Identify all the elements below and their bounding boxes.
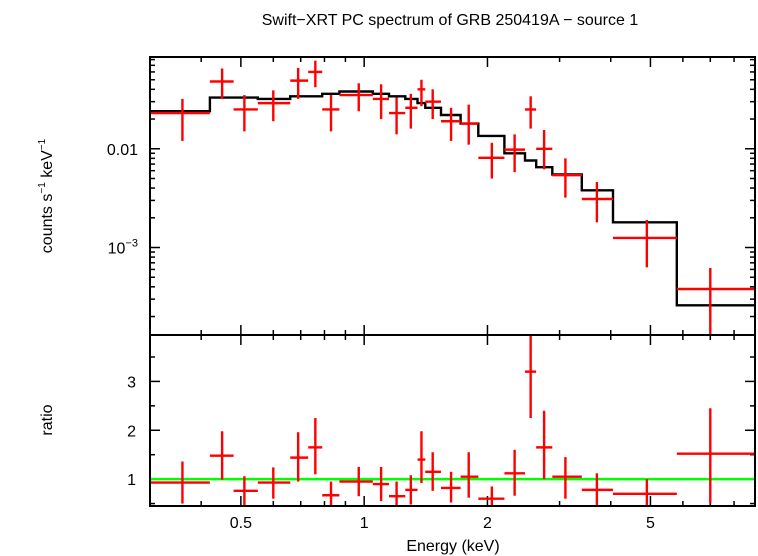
data-point: [150, 98, 210, 141]
ratio-point: [405, 475, 418, 505]
y-tick-label: 3: [127, 374, 136, 391]
data-point: [478, 142, 505, 179]
data-point: [308, 60, 323, 88]
ratio-y-axis-label: ratio: [39, 404, 56, 435]
spectrum-data-points: [150, 60, 755, 335]
x-axis-label: Energy (keV): [406, 538, 499, 555]
y-tick-label: 2: [127, 423, 136, 440]
spectrum-y-axis-label: counts s−1 keV−1: [37, 138, 56, 253]
data-point: [612, 219, 677, 268]
x-tick-label: 2: [483, 515, 492, 532]
x-tick-label: 0.5: [230, 515, 252, 532]
data-point: [233, 95, 258, 132]
ratio-point: [552, 457, 582, 499]
data-point: [425, 89, 441, 120]
ratio-y-tick-labels: 1 2 3: [127, 374, 136, 489]
x-tick-label: 5: [646, 515, 655, 532]
data-point: [460, 104, 479, 145]
y-tick-label: 1: [127, 472, 136, 489]
ratio-ticks: [149, 335, 756, 506]
y-tick-label-exponent: −3: [125, 238, 138, 250]
data-point: [339, 83, 373, 112]
ratio-point: [233, 476, 258, 506]
ratio-point: [478, 486, 505, 506]
ratio-point: [581, 473, 613, 506]
data-point: [417, 79, 426, 107]
ratio-point: [308, 418, 323, 475]
ratio-point: [460, 452, 479, 498]
data-point: [504, 134, 526, 173]
ratio-point: [290, 432, 309, 482]
model-step-line: [150, 90, 755, 307]
chart-title: Swift−XRT PC spectrum of GRB 250419A − s…: [262, 12, 639, 29]
data-point: [405, 93, 418, 129]
spectrum-y-tick-labels: 0.01 10−3: [107, 142, 138, 258]
ratio-data-points: [150, 335, 755, 506]
y-tick-label-base: 0.01: [107, 142, 138, 159]
ratio-point: [209, 431, 234, 480]
ratio-point: [676, 408, 755, 504]
ratio-point: [150, 461, 210, 504]
ratio-point: [425, 452, 441, 491]
ratio-point: [257, 467, 291, 499]
x-tick-label: 1: [360, 515, 369, 532]
ratio-point: [417, 431, 426, 484]
data-point: [209, 68, 234, 99]
data-point: [676, 268, 755, 335]
ratio-panel: 1 2 3 0.5 1 2 5: [127, 334, 756, 532]
ratio-point: [536, 410, 553, 480]
data-point: [257, 90, 291, 122]
y-tick-label-base: 10: [108, 241, 126, 258]
data-point: [290, 67, 309, 99]
spectrum-panel: 0.01 10−3: [107, 56, 756, 336]
ratio-point: [504, 449, 526, 496]
ratio-point: [372, 466, 390, 502]
data-point: [525, 96, 537, 129]
data-point: [372, 84, 390, 120]
data-point: [322, 95, 340, 132]
ratio-point: [339, 466, 373, 497]
ratio-frame: [149, 334, 756, 507]
data-point: [581, 182, 613, 223]
ratio-point: [612, 479, 677, 506]
ratio-point: [525, 335, 537, 419]
ratio-x-tick-labels: 0.5 1 2 5: [230, 515, 655, 532]
data-point: [552, 158, 582, 198]
data-point: [389, 97, 406, 135]
y-tick-label: 10−3: [108, 238, 138, 258]
data-point: [440, 107, 461, 141]
ratio-point: [322, 481, 340, 506]
data-point: [536, 129, 553, 170]
ratio-point: [389, 481, 406, 506]
y-tick-label: 0.01: [107, 142, 138, 159]
ratio-point: [440, 471, 461, 503]
